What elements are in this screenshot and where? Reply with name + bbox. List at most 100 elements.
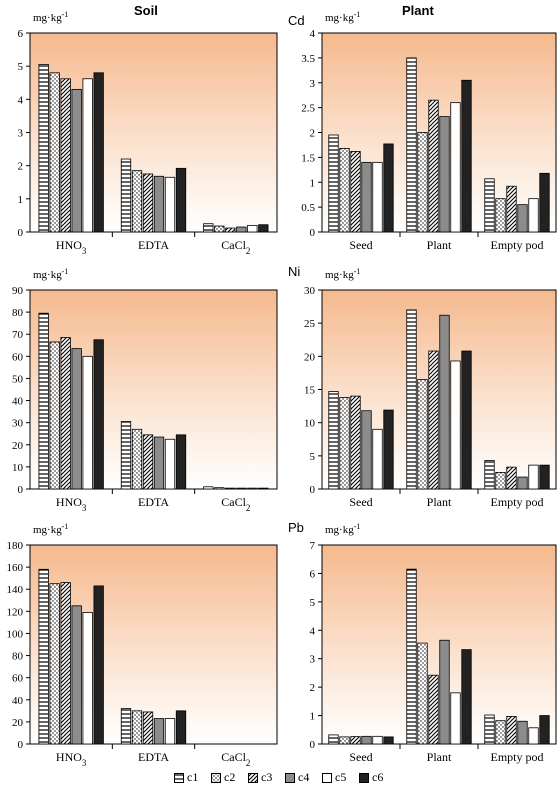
bar-c2-1 [417,642,428,745]
x-tick-label: Empty pod [491,238,544,252]
y-tick-label: 6 [310,568,316,580]
x-tick-label: HNO3 [56,750,87,768]
bar-c1-0 [328,134,339,233]
y-tick-label: 60 [12,673,24,685]
y-tick-label: 3 [310,654,316,666]
bar-c4-2 [236,226,247,233]
bar-c2-2 [495,198,506,233]
y-tick-label: 160 [7,562,24,574]
bar-c2-0 [49,583,60,745]
x-tick-label: CaCl2 [221,238,250,256]
bar-c2-1 [131,170,143,233]
y-tick-label: 4 [18,94,24,106]
y-tick-label: 1.5 [301,152,315,164]
row-label-pb: Pb [288,520,304,535]
bar-c1-0 [38,312,49,490]
y-tick-label: 1 [310,177,316,189]
bar-c3-1 [428,674,439,745]
y-axis-unit: mg·kg-1 [33,522,68,537]
y-tick-label: 70 [12,329,24,341]
bar-c6-0 [383,409,394,490]
bar-c2-1 [131,710,143,745]
bar-c6-1 [461,649,472,745]
x-tick-label: Empty pod [491,495,544,509]
bar-c3-0 [60,582,71,745]
y-tick-label: 40 [12,396,24,408]
bar-c1-1 [120,708,132,745]
y-axis-unit: mg·kg-1 [325,10,360,25]
y-axis-unit: mg·kg-1 [33,10,68,25]
soil-column-title: Soil [134,3,158,18]
panel-plant-ni: mg·kg-1 0 5 10 15 20 25 30 Seed Plant Empty pod [304,267,557,509]
bar-c6-0 [93,585,104,745]
y-tick-label: 2 [18,161,24,173]
y-tick-label: 25 [304,318,316,330]
bar-c4-1 [153,718,165,745]
bar-c6-1 [175,434,187,490]
bar-c3-0 [60,78,71,233]
plot-background [29,289,278,490]
y-tick-label: 80 [12,651,24,663]
y-tick-label: 2 [310,682,316,694]
bar-c4-1 [153,436,165,490]
bar-c1-1 [120,158,132,233]
bar-c4-1 [439,116,450,233]
bar-c5-0 [82,78,93,233]
bar-c4-1 [439,639,450,745]
y-tick-label: 30 [12,418,24,430]
bar-c5-1 [164,438,176,490]
y-axis-unit: mg·kg-1 [325,267,360,282]
legend-swatch-c4 [285,772,295,783]
bar-c2-2 [214,225,225,233]
bar-c3-2 [225,227,236,233]
y-tick-label: 3 [310,78,316,90]
bar-c1-2 [484,178,495,233]
y-axis-unit: mg·kg-1 [325,522,360,537]
bar-c6-0 [383,736,394,745]
y-tick-label: 1 [18,194,24,206]
y-tick-label: 10 [12,462,24,474]
legend-item-c2: c2 [211,770,235,785]
x-tick-label: EDTA [138,750,169,764]
y-tick-label: 50 [12,373,24,385]
legend-item-c4: c4 [285,770,309,785]
panel-soil-pb: mg·kg-1 0 20 40 60 80 100 120 140 160 180 HNO3 EDTA C… [7,522,278,768]
bar-c1-2 [484,714,495,745]
bar-c3-1 [428,99,439,233]
y-tick-label: 80 [12,307,24,319]
panel-soil-cd: mg·kg-1 0 1 2 3 4 5 6 HNO3 EDTA CaCl2 [18,10,278,256]
panel-plant-cd: mg·kg-1 0 0.5 1 1.5 2 2.5 3 3.5 4 Seed Plant Empty p… [301,10,557,252]
x-tick-label: CaCl2 [221,750,250,768]
bar-c2-1 [417,132,428,233]
bar-c3-1 [142,434,154,490]
bar-c5-2 [247,487,258,490]
y-tick-label: 3 [18,128,24,140]
bar-c1-2 [203,486,214,490]
bar-c3-2 [506,716,517,745]
bar-c5-0 [82,612,93,745]
bar-c4-2 [236,487,247,490]
legend-item-c3: c3 [248,770,272,785]
bar-c3-0 [350,736,361,745]
bar-c5-2 [528,198,539,233]
y-tick-label: 6 [18,28,24,40]
bar-c3-1 [142,711,154,745]
bar-c3-2 [506,185,517,233]
bar-c6-2 [258,487,269,490]
bar-c6-2 [539,464,550,490]
bar-c5-0 [82,355,93,490]
y-tick-label: 5 [310,597,316,609]
bar-c2-0 [339,736,350,745]
y-tick-label: 1 [310,711,316,723]
y-tick-label: 10 [304,418,316,430]
bar-c2-1 [417,379,428,490]
bar-c6-2 [539,715,550,745]
legend-label-c2: c2 [224,770,236,784]
plot-background [321,32,557,233]
legend-label-c5: c5 [335,770,347,784]
bar-c6-0 [93,72,104,233]
bar-c3-2 [225,487,236,490]
bar-c4-0 [361,161,372,233]
bar-c4-0 [361,735,372,745]
row-label-cd: Cd [288,13,305,28]
